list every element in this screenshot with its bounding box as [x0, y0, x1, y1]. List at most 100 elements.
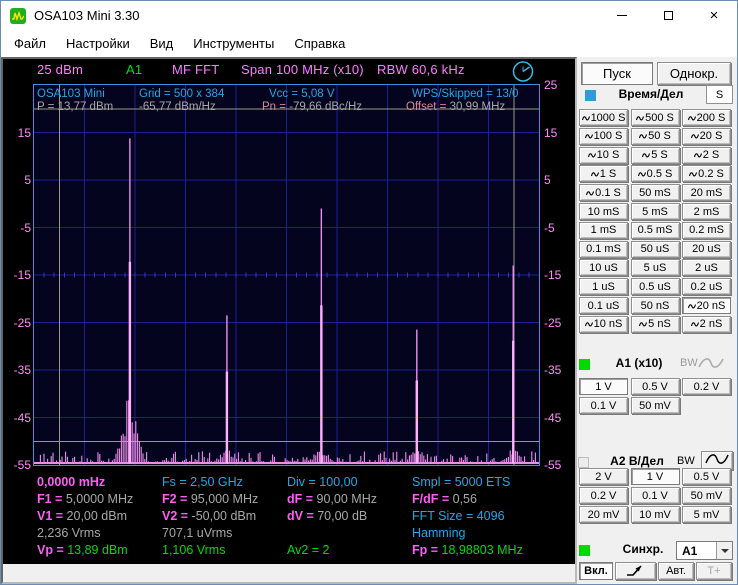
a2-bw-label: BW [677, 455, 695, 467]
time-btn-5-ms[interactable]: 5 mS [630, 203, 680, 220]
time-btn-50-ms[interactable]: 50 mS [630, 184, 680, 202]
time-btn-0-2-ms[interactable]: 0.2 mS [682, 221, 731, 239]
readout-cell: FFT Size = 4096 [412, 509, 505, 523]
readout-segment: 1,106 Vrms [162, 543, 226, 557]
menu-item-файл[interactable]: Файл [14, 36, 46, 51]
time-btn-20-ms[interactable]: 20 mS [682, 184, 731, 202]
button-label: 1 S [599, 167, 617, 180]
time-btn-10-us[interactable]: 10 uS [579, 259, 628, 277]
overlay-segment: OSA103 Mini [37, 88, 105, 100]
time-btn-0-5-s[interactable]: 0.5 S [630, 165, 680, 183]
a1-btn-0-5-v[interactable]: 0.5 V [630, 378, 680, 395]
minimize-button[interactable] [599, 1, 645, 30]
time-btn-0-5-ms[interactable]: 0.5 mS [630, 221, 680, 239]
run-button[interactable]: Пуск [581, 62, 653, 85]
button-label: 20 uS [692, 243, 721, 256]
readout-cell: V1 = 20,00 dBm [37, 509, 127, 523]
time-btn-10-s[interactable]: 10 S [579, 146, 628, 164]
menu-bar: Файл Настройки Вид Инструменты Справка [1, 31, 737, 57]
combo-dropdown-button[interactable] [716, 542, 732, 559]
a2-btn-0-2-v[interactable]: 0.2 V [579, 487, 628, 504]
a2-btn-5-mv[interactable]: 5 mV [682, 506, 731, 523]
sync-source-combo[interactable]: A1 [676, 541, 733, 560]
a2-btn-20-mv[interactable]: 20 mV [579, 506, 628, 523]
button-label: 20 nS [696, 299, 726, 312]
menu-item-справка[interactable]: Справка [294, 36, 346, 51]
sync-indicator[interactable] [579, 545, 590, 556]
button-label: 0.1 mS [586, 243, 621, 256]
a1-btn-0-2-v[interactable]: 0.2 V [682, 378, 731, 395]
sync-tplus-button[interactable]: T+ [696, 562, 732, 580]
maximize-button[interactable] [645, 1, 691, 30]
time-btn-50-us[interactable]: 50 uS [630, 240, 680, 258]
close-button[interactable]: × [691, 1, 737, 30]
button-label: 0.1 S [595, 186, 621, 199]
axis-label-left--55: -55 [13, 458, 31, 472]
time-btn-5-ns[interactable]: 5 nS [630, 315, 680, 333]
overlay-text: Pn = -79,66 dBc/Hz [262, 101, 362, 113]
time-btn-20-ns[interactable]: 20 nS [682, 297, 731, 314]
timebase-indicator[interactable] [585, 90, 596, 101]
a2-channel-indicator[interactable] [578, 457, 589, 468]
time-btn-0-2-s[interactable]: 0.2 S [682, 165, 731, 183]
menu-item-настройки[interactable]: Настройки [65, 36, 130, 51]
time-btn-0-5-us[interactable]: 0.5 uS [630, 278, 680, 296]
time-btn-2-s[interactable]: 2 S [682, 146, 731, 164]
time-btn-500-s[interactable]: 500 S [630, 109, 680, 126]
time-btn-5-us[interactable]: 5 uS [630, 259, 680, 277]
time-btn-20-us[interactable]: 20 uS [682, 240, 731, 258]
time-btn-2-us[interactable]: 2 uS [682, 259, 731, 277]
a1-btn-0-1-v[interactable]: 0.1 V [579, 397, 628, 414]
time-btn-1-us[interactable]: 1 uS [579, 278, 628, 296]
readout-cell: 1,106 Vrms [162, 543, 225, 557]
a2-btn-1-v[interactable]: 1 V [630, 468, 680, 485]
axis-label-left--25: -25 [13, 315, 31, 330]
readout-cell: Fs = 2,50 GHz [162, 475, 243, 489]
sync-source-value: A1 [682, 543, 698, 558]
menu-item-вид[interactable]: Вид [149, 36, 174, 51]
time-btn-0-1-ms[interactable]: 0.1 mS [579, 240, 628, 258]
time-btn-50-ns[interactable]: 50 nS [630, 297, 680, 314]
sync-edge-button[interactable] [615, 562, 656, 580]
time-btn-1-s[interactable]: 1 S [579, 165, 628, 183]
time-btn-1000-s[interactable]: 1000 S [579, 109, 628, 126]
time-btn-200-s[interactable]: 200 S [682, 109, 731, 126]
button-label: 5 nS [648, 318, 671, 331]
readout-cell: Div = 100,00 [287, 475, 358, 489]
time-btn-0-1-s[interactable]: 0.1 S [579, 184, 628, 202]
readout-segment: V2 = [162, 509, 192, 523]
single-button[interactable]: Однокр. [657, 62, 731, 85]
spectrum-plot[interactable]: OSA103 Mini Grid = 500 x 384 Vcc = 5,08 V W… [33, 84, 540, 466]
time-btn-10-ns[interactable]: 10 nS [579, 315, 628, 333]
a2-btn-2-v[interactable]: 2 V [579, 468, 628, 485]
a2-bw-sine-icon [705, 453, 729, 469]
button-label: 5 S [651, 149, 668, 162]
menu-item-инструменты[interactable]: Инструменты [193, 36, 275, 51]
close-icon: × [709, 7, 719, 24]
rbw-label: RBW 60,6 kHz [377, 62, 465, 77]
sync-on-button[interactable]: Вкл. [579, 562, 613, 580]
a1-btn-1-v[interactable]: 1 V [579, 378, 628, 395]
sync-auto-button[interactable]: Авт. [658, 562, 694, 580]
time-btn-2-ms[interactable]: 2 mS [682, 203, 731, 220]
time-btn-10-ms[interactable]: 10 mS [579, 203, 628, 220]
readout-cell: F2 = 95,000 MHz [162, 492, 258, 506]
a1-channel-indicator[interactable] [579, 359, 590, 370]
time-btn-100-s[interactable]: 100 S [579, 127, 628, 145]
readout-segment: 90,00 MHz [316, 492, 377, 506]
time-btn-0-2-us[interactable]: 0.2 uS [682, 278, 731, 296]
time-btn-2-ns[interactable]: 2 nS [682, 315, 731, 333]
button-label: 2 nS [699, 318, 723, 331]
a2-btn-0-1-v[interactable]: 0.1 V [630, 487, 680, 504]
time-btn-50-s[interactable]: 50 S [630, 127, 680, 145]
a2-btn-0-5-v[interactable]: 0.5 V [682, 468, 731, 485]
time-btn-20-s[interactable]: 20 S [682, 127, 731, 145]
time-btn-5-s[interactable]: 5 S [630, 146, 680, 164]
time-btn-1-ms[interactable]: 1 mS [579, 221, 628, 239]
readout-segment: F2 = [162, 492, 191, 506]
a1-btn-50-mv[interactable]: 50 mV [630, 397, 680, 414]
button-label: 20 S [699, 130, 723, 143]
time-btn-0-1-us[interactable]: 0.1 uS [579, 297, 628, 314]
a2-btn-50-mv[interactable]: 50 mV [682, 487, 731, 504]
a2-btn-10-mv[interactable]: 10 mV [630, 506, 680, 523]
